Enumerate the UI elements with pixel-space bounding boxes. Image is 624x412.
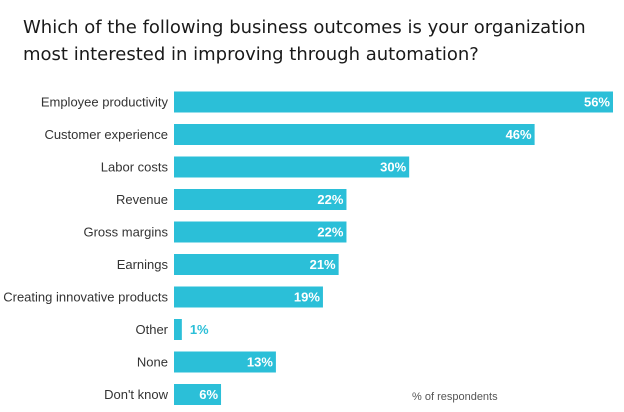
category-label: Employee productivity: [41, 95, 169, 110]
value-label: 46%: [506, 127, 532, 142]
bar: [174, 319, 182, 340]
category-label: Labor costs: [101, 160, 169, 175]
bar: [174, 286, 323, 308]
category-label: None: [137, 355, 168, 370]
bar: [174, 221, 347, 243]
value-label: 21%: [310, 257, 336, 272]
value-label: 22%: [317, 225, 343, 240]
bar: [174, 189, 347, 210]
value-label: 19%: [294, 290, 320, 305]
axis-note: % of respondents: [412, 391, 498, 403]
bar: [174, 156, 410, 178]
value-label: 1%: [190, 322, 209, 337]
bar: [174, 351, 276, 373]
category-label: Revenue: [116, 192, 168, 207]
category-label: Customer experience: [44, 127, 168, 142]
category-label: Other: [135, 322, 168, 337]
value-label: 56%: [584, 95, 610, 110]
category-label: Earnings: [117, 257, 169, 272]
value-label: 13%: [247, 355, 273, 370]
bar: [174, 254, 339, 275]
category-label: Creating innovative products: [3, 290, 168, 305]
value-label: 6%: [199, 387, 218, 402]
chart-title: Which of the following business outcomes…: [23, 17, 586, 65]
bar: [174, 124, 535, 145]
bar: [174, 91, 613, 113]
value-label: 22%: [317, 192, 343, 207]
bar: [174, 384, 222, 405]
category-label: Don't know: [104, 387, 169, 402]
category-label: Gross margins: [83, 225, 168, 240]
value-label: 30%: [380, 160, 406, 175]
